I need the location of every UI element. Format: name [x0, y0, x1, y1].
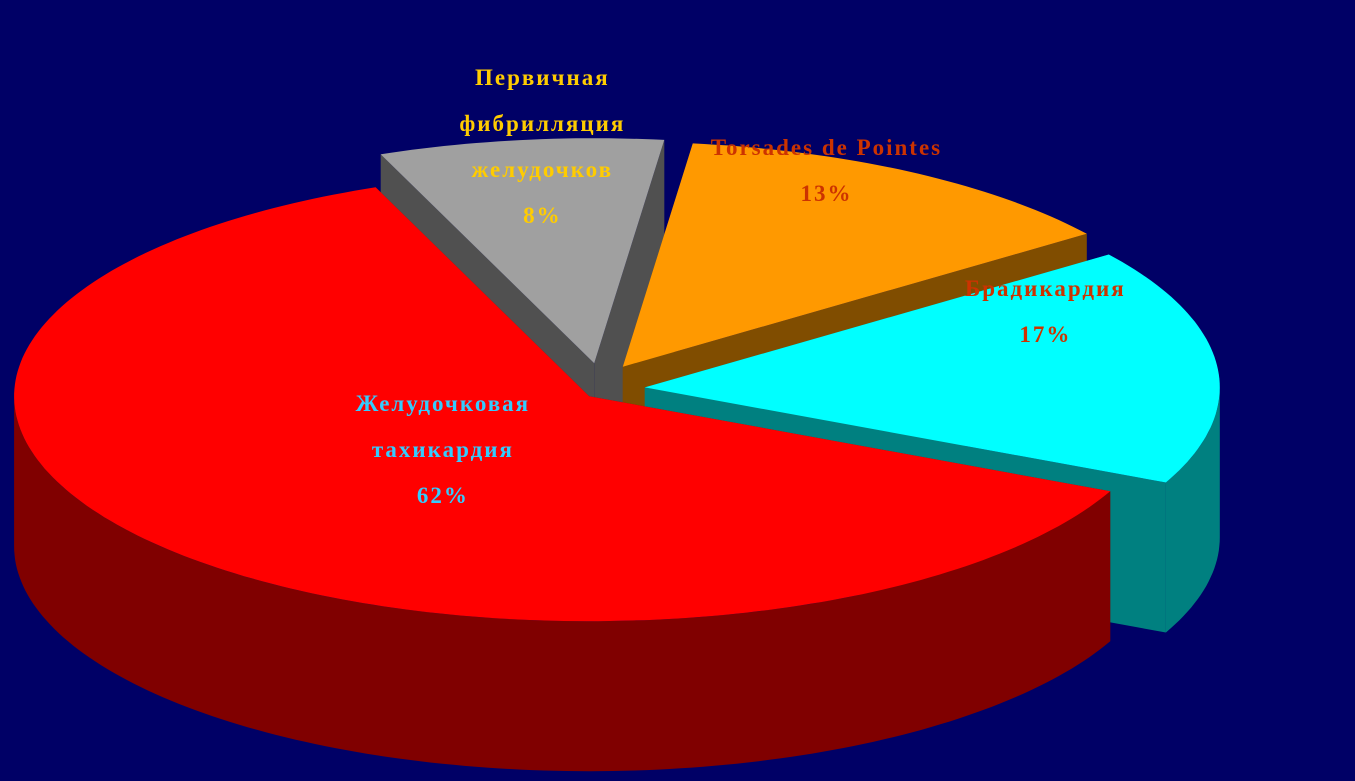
slice: [622, 143, 1087, 367]
slice-label: Torsades de Pointes 13%: [676, 125, 976, 217]
slice-label: Первичная фибрилляция желудочков 8%: [392, 55, 692, 239]
value-label: 8%: [523, 203, 562, 229]
slice-label: Желудочковая тахикардия 62%: [293, 381, 593, 519]
slice-wall: [14, 396, 1111, 772]
slice-label: Брадикардия 17%: [895, 266, 1195, 358]
category-label: Желудочковая тахикардия: [355, 391, 531, 463]
slice: [644, 254, 1220, 483]
value-label: 62%: [416, 483, 469, 509]
value-label: 17%: [1019, 321, 1072, 347]
value-label: 13%: [800, 180, 853, 206]
category-label: Первичная фибрилляция желудочков: [459, 65, 626, 183]
slice: [14, 187, 1111, 622]
category-label: Брадикардия: [965, 275, 1126, 301]
slice: [380, 138, 665, 364]
slice-wall: [1165, 387, 1220, 633]
category-label: Torsades de Pointes: [710, 134, 943, 160]
